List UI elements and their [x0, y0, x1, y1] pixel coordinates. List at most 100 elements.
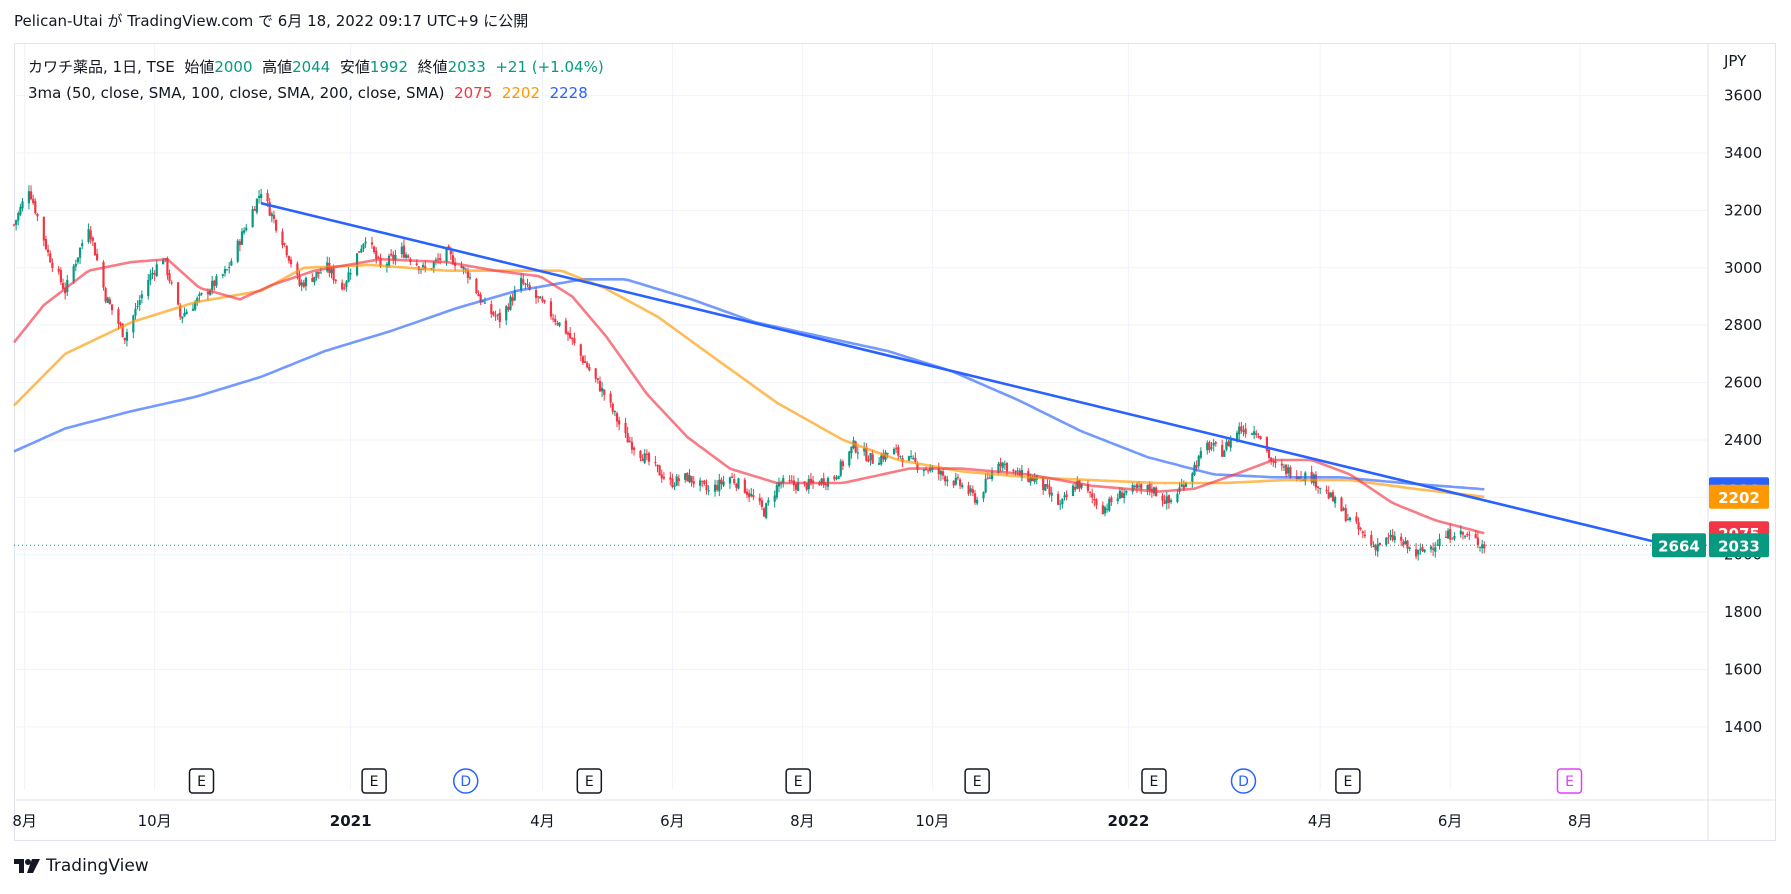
candle	[15, 219, 18, 231]
candle-body	[833, 476, 836, 480]
candle	[78, 247, 82, 264]
candle-body	[1331, 492, 1335, 502]
candle	[899, 455, 902, 459]
candle	[64, 282, 67, 300]
candle-body	[1001, 462, 1004, 468]
candle-body	[194, 302, 197, 310]
candle	[841, 459, 844, 471]
candle-body	[1091, 493, 1094, 498]
candle	[1050, 486, 1053, 502]
candle	[91, 236, 94, 247]
candle-body	[373, 246, 376, 252]
candle	[1161, 493, 1164, 507]
candle-body	[748, 493, 751, 498]
ma100-price-tag: 2202	[1709, 484, 1769, 509]
event-label: D	[460, 774, 471, 790]
event-marker-e[interactable]: E	[361, 768, 387, 794]
event-marker-e[interactable]: E	[576, 768, 603, 794]
candle	[630, 436, 634, 454]
candle	[654, 455, 657, 467]
candle-body	[102, 262, 105, 288]
ma-indicator-label[interactable]: 3ma (50, close, SMA, 100, close, SMA, 20…	[28, 84, 445, 102]
candle	[507, 303, 510, 313]
candle-body	[571, 337, 574, 340]
candle-body	[1182, 484, 1185, 489]
candle-body	[1432, 548, 1435, 550]
candle	[703, 479, 706, 486]
tradingview-logo-icon	[14, 859, 40, 873]
candle-body	[811, 480, 815, 483]
candle-body	[703, 480, 706, 485]
event-marker-e[interactable]: E	[188, 768, 215, 794]
x-tick-label: 8月	[1568, 812, 1593, 830]
candle-body	[208, 290, 212, 295]
candle-body	[360, 248, 363, 253]
event-marker-d[interactable]: D	[1230, 768, 1257, 794]
candle	[946, 475, 949, 487]
candle	[1374, 543, 1377, 556]
candle	[797, 477, 800, 492]
low-label: 安値	[339, 58, 370, 76]
event-marker-e[interactable]: E	[964, 768, 990, 794]
event-marker-e[interactable]: E	[785, 768, 811, 794]
candle-body	[151, 272, 154, 275]
candle	[134, 302, 137, 320]
candle-body	[206, 292, 210, 295]
candle	[895, 444, 898, 454]
candle-body	[513, 290, 516, 301]
candle	[1331, 489, 1335, 502]
candle-body	[581, 356, 585, 363]
candle	[243, 227, 246, 235]
candle-body	[1461, 532, 1465, 535]
candle	[49, 250, 52, 263]
candle-body	[255, 198, 259, 213]
candle	[260, 188, 263, 205]
candle	[304, 276, 308, 291]
candle-body	[1348, 517, 1352, 521]
price-chart[interactable]: 1400160018002000220024002600280030003200…	[0, 0, 1791, 850]
candle-body	[762, 508, 766, 517]
candle-body	[1346, 519, 1349, 521]
candle-body	[1370, 534, 1373, 545]
candle	[1091, 488, 1094, 504]
candle	[865, 442, 868, 462]
event-marker-d[interactable]: D	[452, 768, 479, 794]
candle	[686, 472, 689, 482]
candle-body	[1289, 467, 1292, 478]
candle-body	[1387, 537, 1390, 539]
footer-brand[interactable]: TradingView	[14, 856, 149, 876]
candle-body	[1210, 447, 1213, 449]
candle-body	[362, 243, 365, 249]
event-marker-e[interactable]: E	[1141, 768, 1167, 794]
event-marker-e[interactable]: E	[1556, 768, 1583, 794]
candle	[1451, 537, 1454, 540]
candle-body	[238, 241, 241, 246]
candle	[537, 295, 540, 303]
candle	[1167, 494, 1171, 509]
candle	[643, 449, 646, 465]
chart-frame[interactable]	[14, 43, 1776, 841]
candle-body	[613, 411, 616, 413]
candle	[1088, 491, 1092, 498]
ohlc-row: カワチ薬品, 1日, TSE 始値2000 高値2044 安値1992 終値20…	[28, 54, 604, 80]
candle	[390, 249, 393, 257]
low-value: 1992	[369, 58, 409, 76]
candle-body	[1191, 473, 1194, 482]
candle	[407, 254, 410, 259]
candle	[839, 458, 842, 478]
candle-body	[856, 452, 859, 454]
candle	[358, 251, 361, 253]
candle	[581, 355, 585, 365]
candle-body	[878, 462, 881, 465]
candle	[1429, 545, 1433, 553]
candle	[641, 454, 644, 462]
candle	[737, 477, 740, 490]
candle-body	[863, 448, 866, 452]
candle	[1125, 490, 1128, 496]
event-marker-e[interactable]: E	[1335, 768, 1361, 794]
candle-body	[999, 462, 1002, 466]
candle	[762, 507, 766, 517]
candle	[36, 212, 39, 222]
candle	[1325, 485, 1328, 494]
candle	[1319, 487, 1322, 494]
